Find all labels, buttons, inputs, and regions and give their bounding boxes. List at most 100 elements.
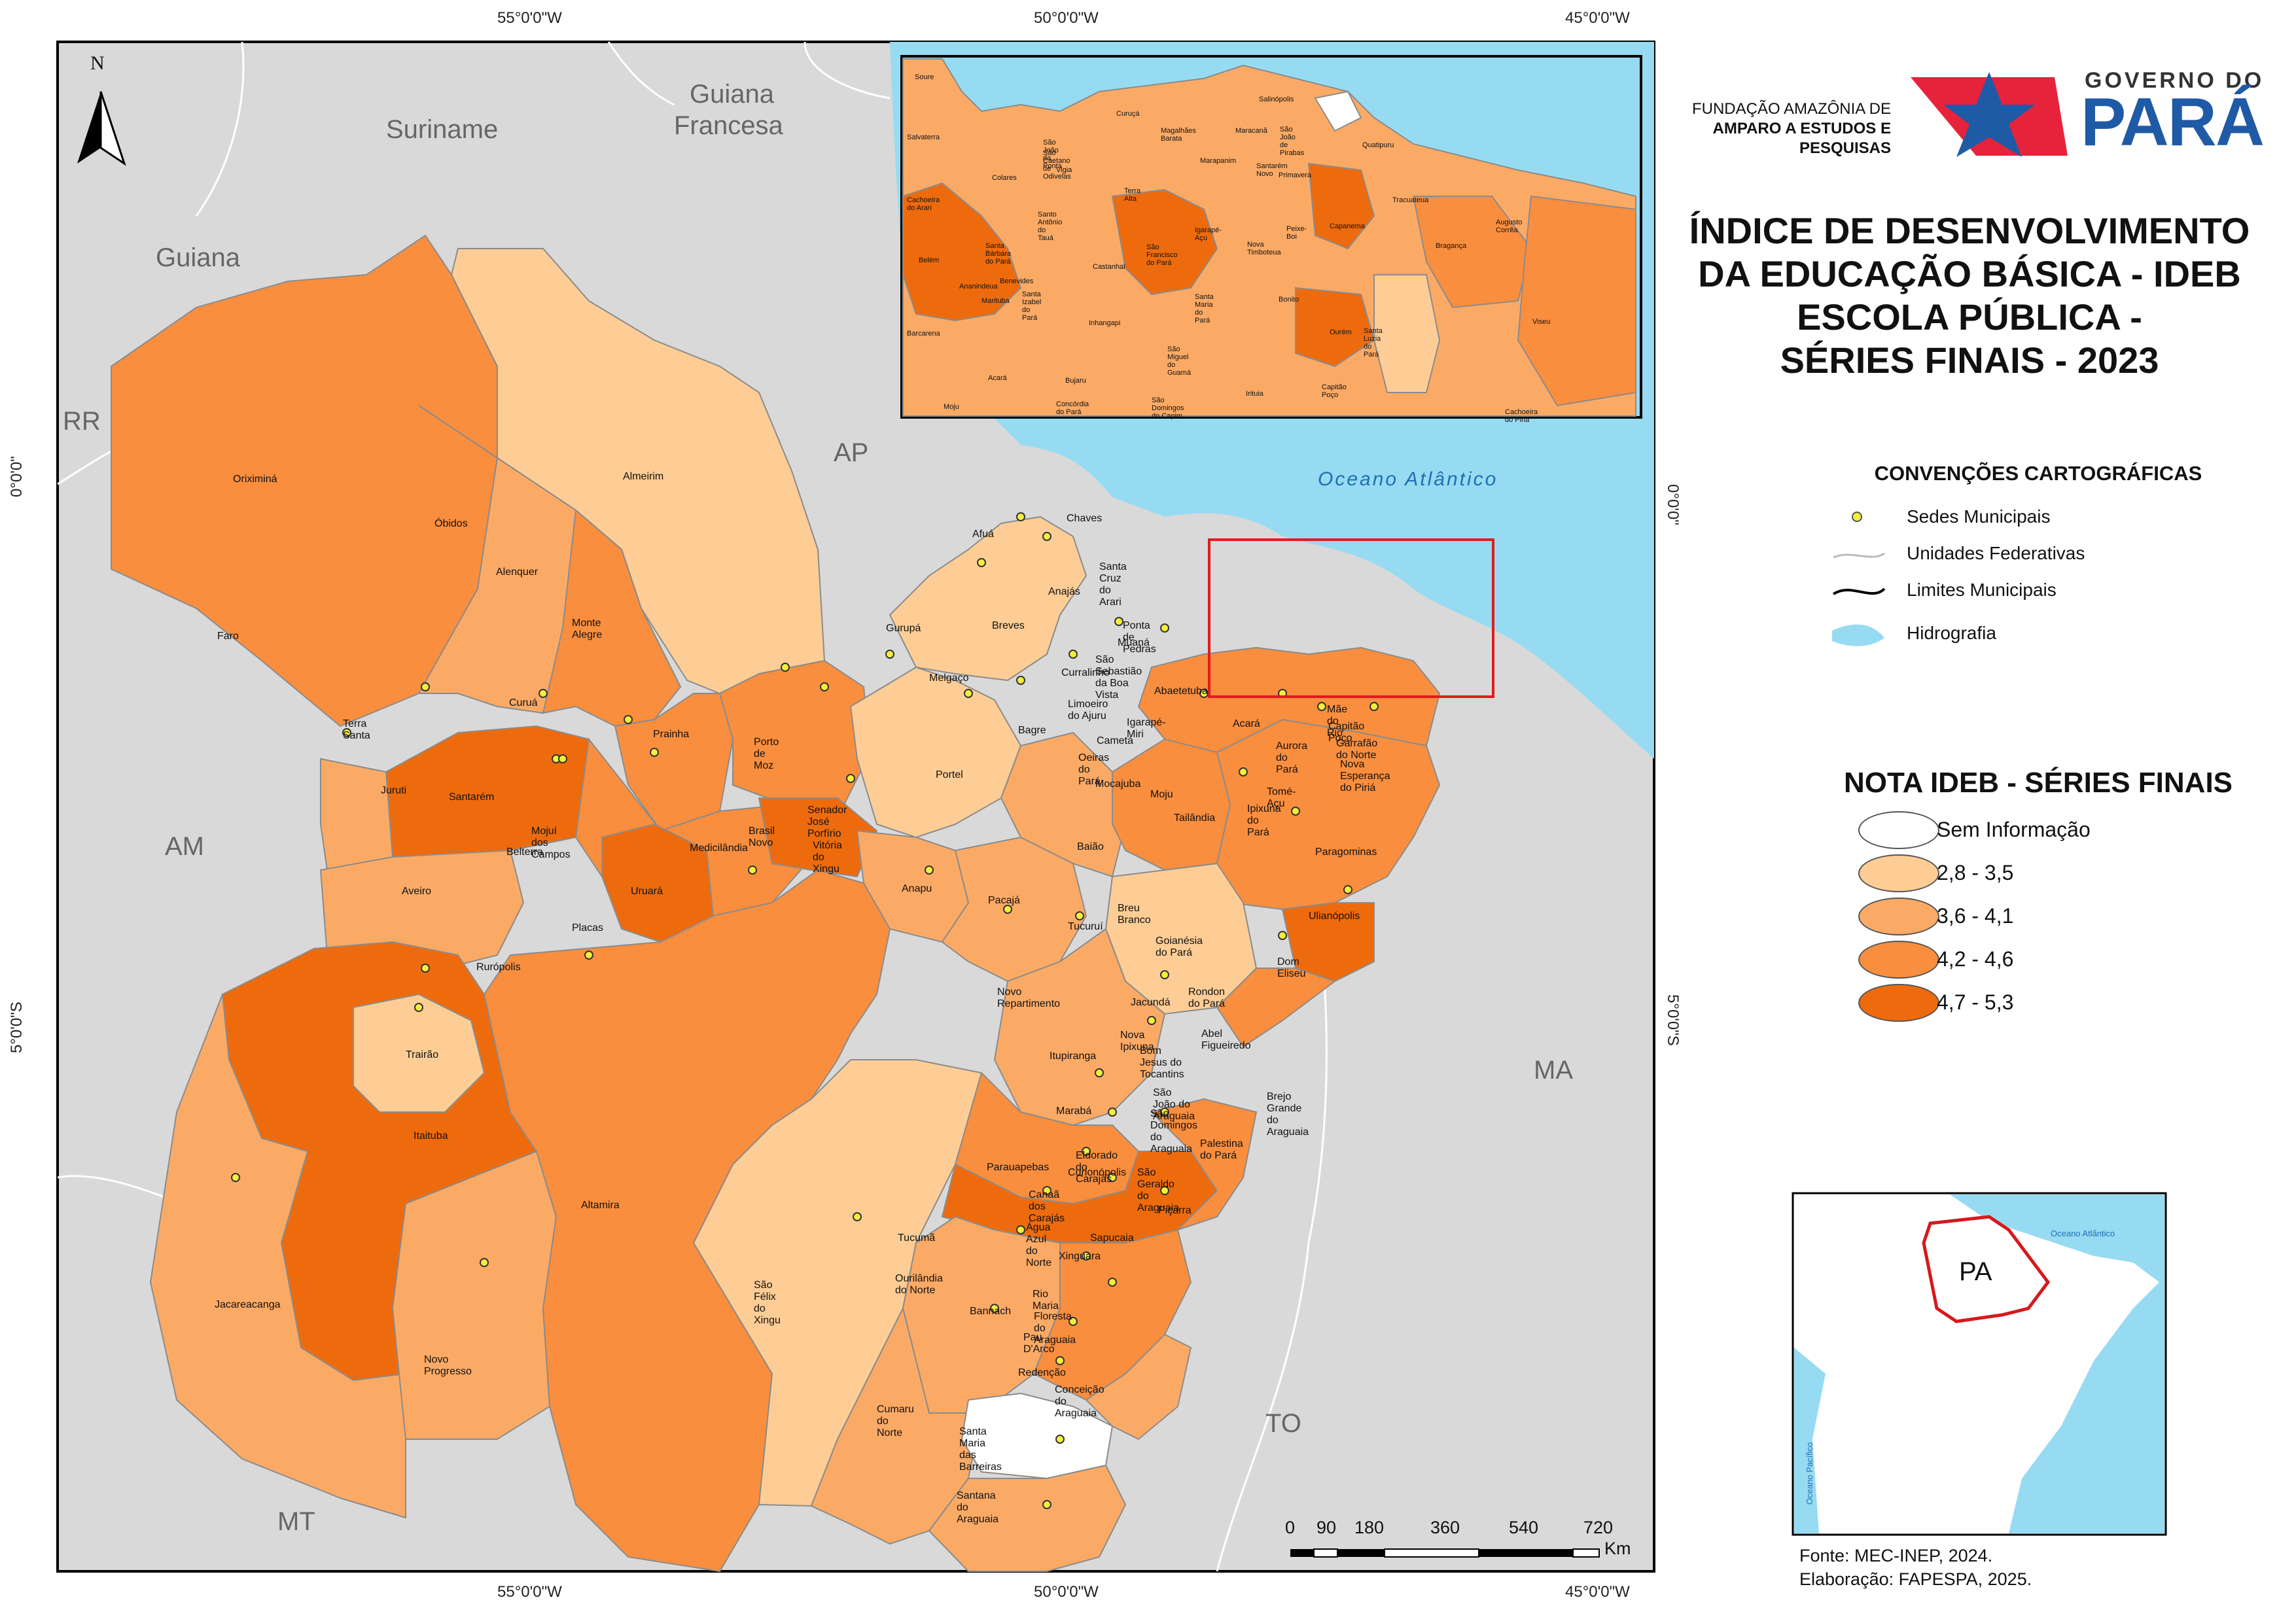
legend-label: 4,2 - 4,6 <box>1937 947 2014 971</box>
region-juruti <box>320 758 394 871</box>
muni-label: Aurora do Pará <box>1276 741 1308 775</box>
muni-label: Abel Figueiredo <box>1201 1028 1251 1051</box>
muni-label: Parauapebas <box>987 1162 1050 1173</box>
lon-bottom-55: 55°0'0"W <box>497 1583 562 1601</box>
muni-label: Óbidos <box>434 518 468 529</box>
inset-muni-label: Vigia <box>1056 166 1072 174</box>
inset-muni-label: Colares <box>992 174 1017 182</box>
muni-label: Prainha <box>653 729 690 740</box>
inset-muni-label: Acará <box>988 374 1007 382</box>
inset-muni-label: Castanhal <box>1093 263 1125 271</box>
region-acara-nordeste <box>1137 646 1441 754</box>
muni-label: Xinguara <box>1059 1251 1101 1262</box>
region-conceicao-araguaia <box>1085 1333 1192 1440</box>
lat-left-0: 0°0'0" <box>8 456 26 497</box>
inset-muni-label: São Caetano de Odivelas <box>1043 149 1071 181</box>
inset-muni-label: Capitão Poço <box>1322 383 1347 399</box>
inset-muni-label: Soure <box>915 73 934 81</box>
inset-muni-label: Marapanim <box>1200 157 1237 165</box>
muni-label: Trairão <box>406 1049 439 1060</box>
inset-muni-label: Ananindeua <box>959 283 998 290</box>
inset-muni-label: Terra Alta <box>1124 187 1141 203</box>
legend-swatch <box>1858 941 1939 979</box>
inset-muni-label: Augusto Corrêa <box>1496 218 1523 234</box>
muni-label: Cametá <box>1097 735 1134 746</box>
inset-muni-label: Santa Izabel do Pará <box>1022 290 1042 322</box>
muni-label: Bagre <box>1018 725 1046 736</box>
muni-label: Goianésia do Pará <box>1156 935 1203 958</box>
muni-label: Bannach <box>970 1306 1012 1317</box>
legend-label: 2,8 - 3,5 <box>1937 861 2014 884</box>
municipal-limit-line-icon <box>1832 587 1886 595</box>
muni-label: Igarapé-Miri <box>1127 717 1166 740</box>
inset-muni-label: Cachoeira do Piriá <box>1505 408 1538 424</box>
muni-label: Limoeiro do Ajuru <box>1068 699 1108 722</box>
muni-label: Aveiro <box>402 886 432 897</box>
muni-label: Terra Santa <box>343 718 370 741</box>
muni-label: Itupiranga <box>1050 1051 1097 1062</box>
inset-muni-label: Moju <box>944 403 959 411</box>
muni-label: Gurupá <box>886 623 921 634</box>
muni-label: Sapucaia <box>1090 1232 1134 1244</box>
muni-label: Tomé-Açu <box>1267 786 1296 809</box>
federal-unit-line-icon <box>1833 552 1885 559</box>
label-mt: MT <box>277 1507 315 1536</box>
muni-label: Ourilândia do Norte <box>895 1273 943 1296</box>
muni-label: Nova Esperança do Piriá <box>1340 759 1390 794</box>
muni-label: Novo Repartimento <box>997 986 1061 1009</box>
muni-label: Rio Maria <box>1033 1289 1059 1312</box>
muni-label: Faro <box>217 631 239 642</box>
muni-label: Água Azul do Norte <box>1026 1222 1052 1268</box>
region-sao-geraldo-picarra <box>1150 1098 1258 1230</box>
inset-muni-label: Magalhães Barata <box>1161 127 1196 143</box>
muni-label: São Félix do Xingu <box>754 1280 781 1326</box>
label-guiana: Guiana <box>156 243 240 272</box>
credits: Fonte: MEC-INEP, 2024. Elaboração: FAPES… <box>1799 1544 2032 1591</box>
inset-muni-label: Viseu <box>1532 318 1551 326</box>
muni-label: Senador José Porfírio <box>807 805 847 839</box>
title-line-4: SÉRIES FINAIS - 2023 <box>1780 340 2159 381</box>
map-title: ÍNDICE DE DESENVOLVIMENTO DA EDUCAÇÃO BÁ… <box>1642 209 2296 382</box>
inset-muni-label: Marituba <box>981 297 1010 305</box>
muni-label: Dom Eliseu <box>1277 956 1306 979</box>
legend-label: Sem Informação <box>1937 818 2091 841</box>
muni-label: Monte Alegre <box>572 618 603 640</box>
conventions-symbols <box>1832 512 1886 646</box>
inset-muni-label: Santarém Novo <box>1256 162 1288 178</box>
muni-label: Oriximiná <box>233 474 277 485</box>
credits-elaboration: Elaboração: FAPESPA, 2025. <box>1799 1569 2032 1589</box>
muni-label: Itaituba <box>414 1130 448 1142</box>
lat-right-5: 5°0'0"S <box>1664 994 1682 1046</box>
muni-label: Ulianópolis <box>1309 911 1360 922</box>
muni-label: Paragominas <box>1315 846 1377 858</box>
scale-tick-360: 360 <box>1430 1518 1460 1537</box>
gov-para-logo <box>1911 72 2068 157</box>
muni-label: Baião <box>1077 841 1104 852</box>
inset-muni-label: Bragança <box>1436 242 1467 250</box>
inset-muni-label: Primavera <box>1279 171 1312 179</box>
muni-label: Canaã dos Carajás <box>1029 1189 1065 1224</box>
scale-bar <box>1290 1548 1600 1558</box>
muni-label: Anapu <box>902 883 932 894</box>
muni-label: São Domingos do Araguaia <box>1150 1108 1198 1155</box>
inset-muni-label: Maracanã <box>1235 127 1267 135</box>
inset-muni-label: São João da Ponta <box>1043 139 1062 170</box>
muni-label: Chaves <box>1067 513 1103 524</box>
muni-label: Curralinho <box>1061 667 1110 678</box>
inset-extent-box <box>1208 538 1494 698</box>
muni-label: Acará <box>1233 718 1260 729</box>
lat-left-5: 5°0'0"S <box>8 1002 26 1053</box>
region-trairao <box>353 993 486 1113</box>
para-state <box>111 234 1441 1573</box>
scale-tick-540: 540 <box>1509 1518 1539 1537</box>
north-arrow-label: N <box>90 52 105 74</box>
muni-label: Breu Branco <box>1118 903 1151 926</box>
inset-muni-label: Igarapé-Açu <box>1195 226 1222 242</box>
locator-state-label: PA <box>1959 1257 1992 1286</box>
inset-muni-label: Concórdia do Pará <box>1056 400 1089 416</box>
legend-swatch <box>1858 854 1939 892</box>
municipal-seats <box>231 512 1379 1509</box>
locator-atlantic-label: Oceano Atlântico <box>2051 1229 2115 1238</box>
fapespa-line-1: FUNDAÇÃO AMAZÔNIA DE <box>1691 100 1891 118</box>
